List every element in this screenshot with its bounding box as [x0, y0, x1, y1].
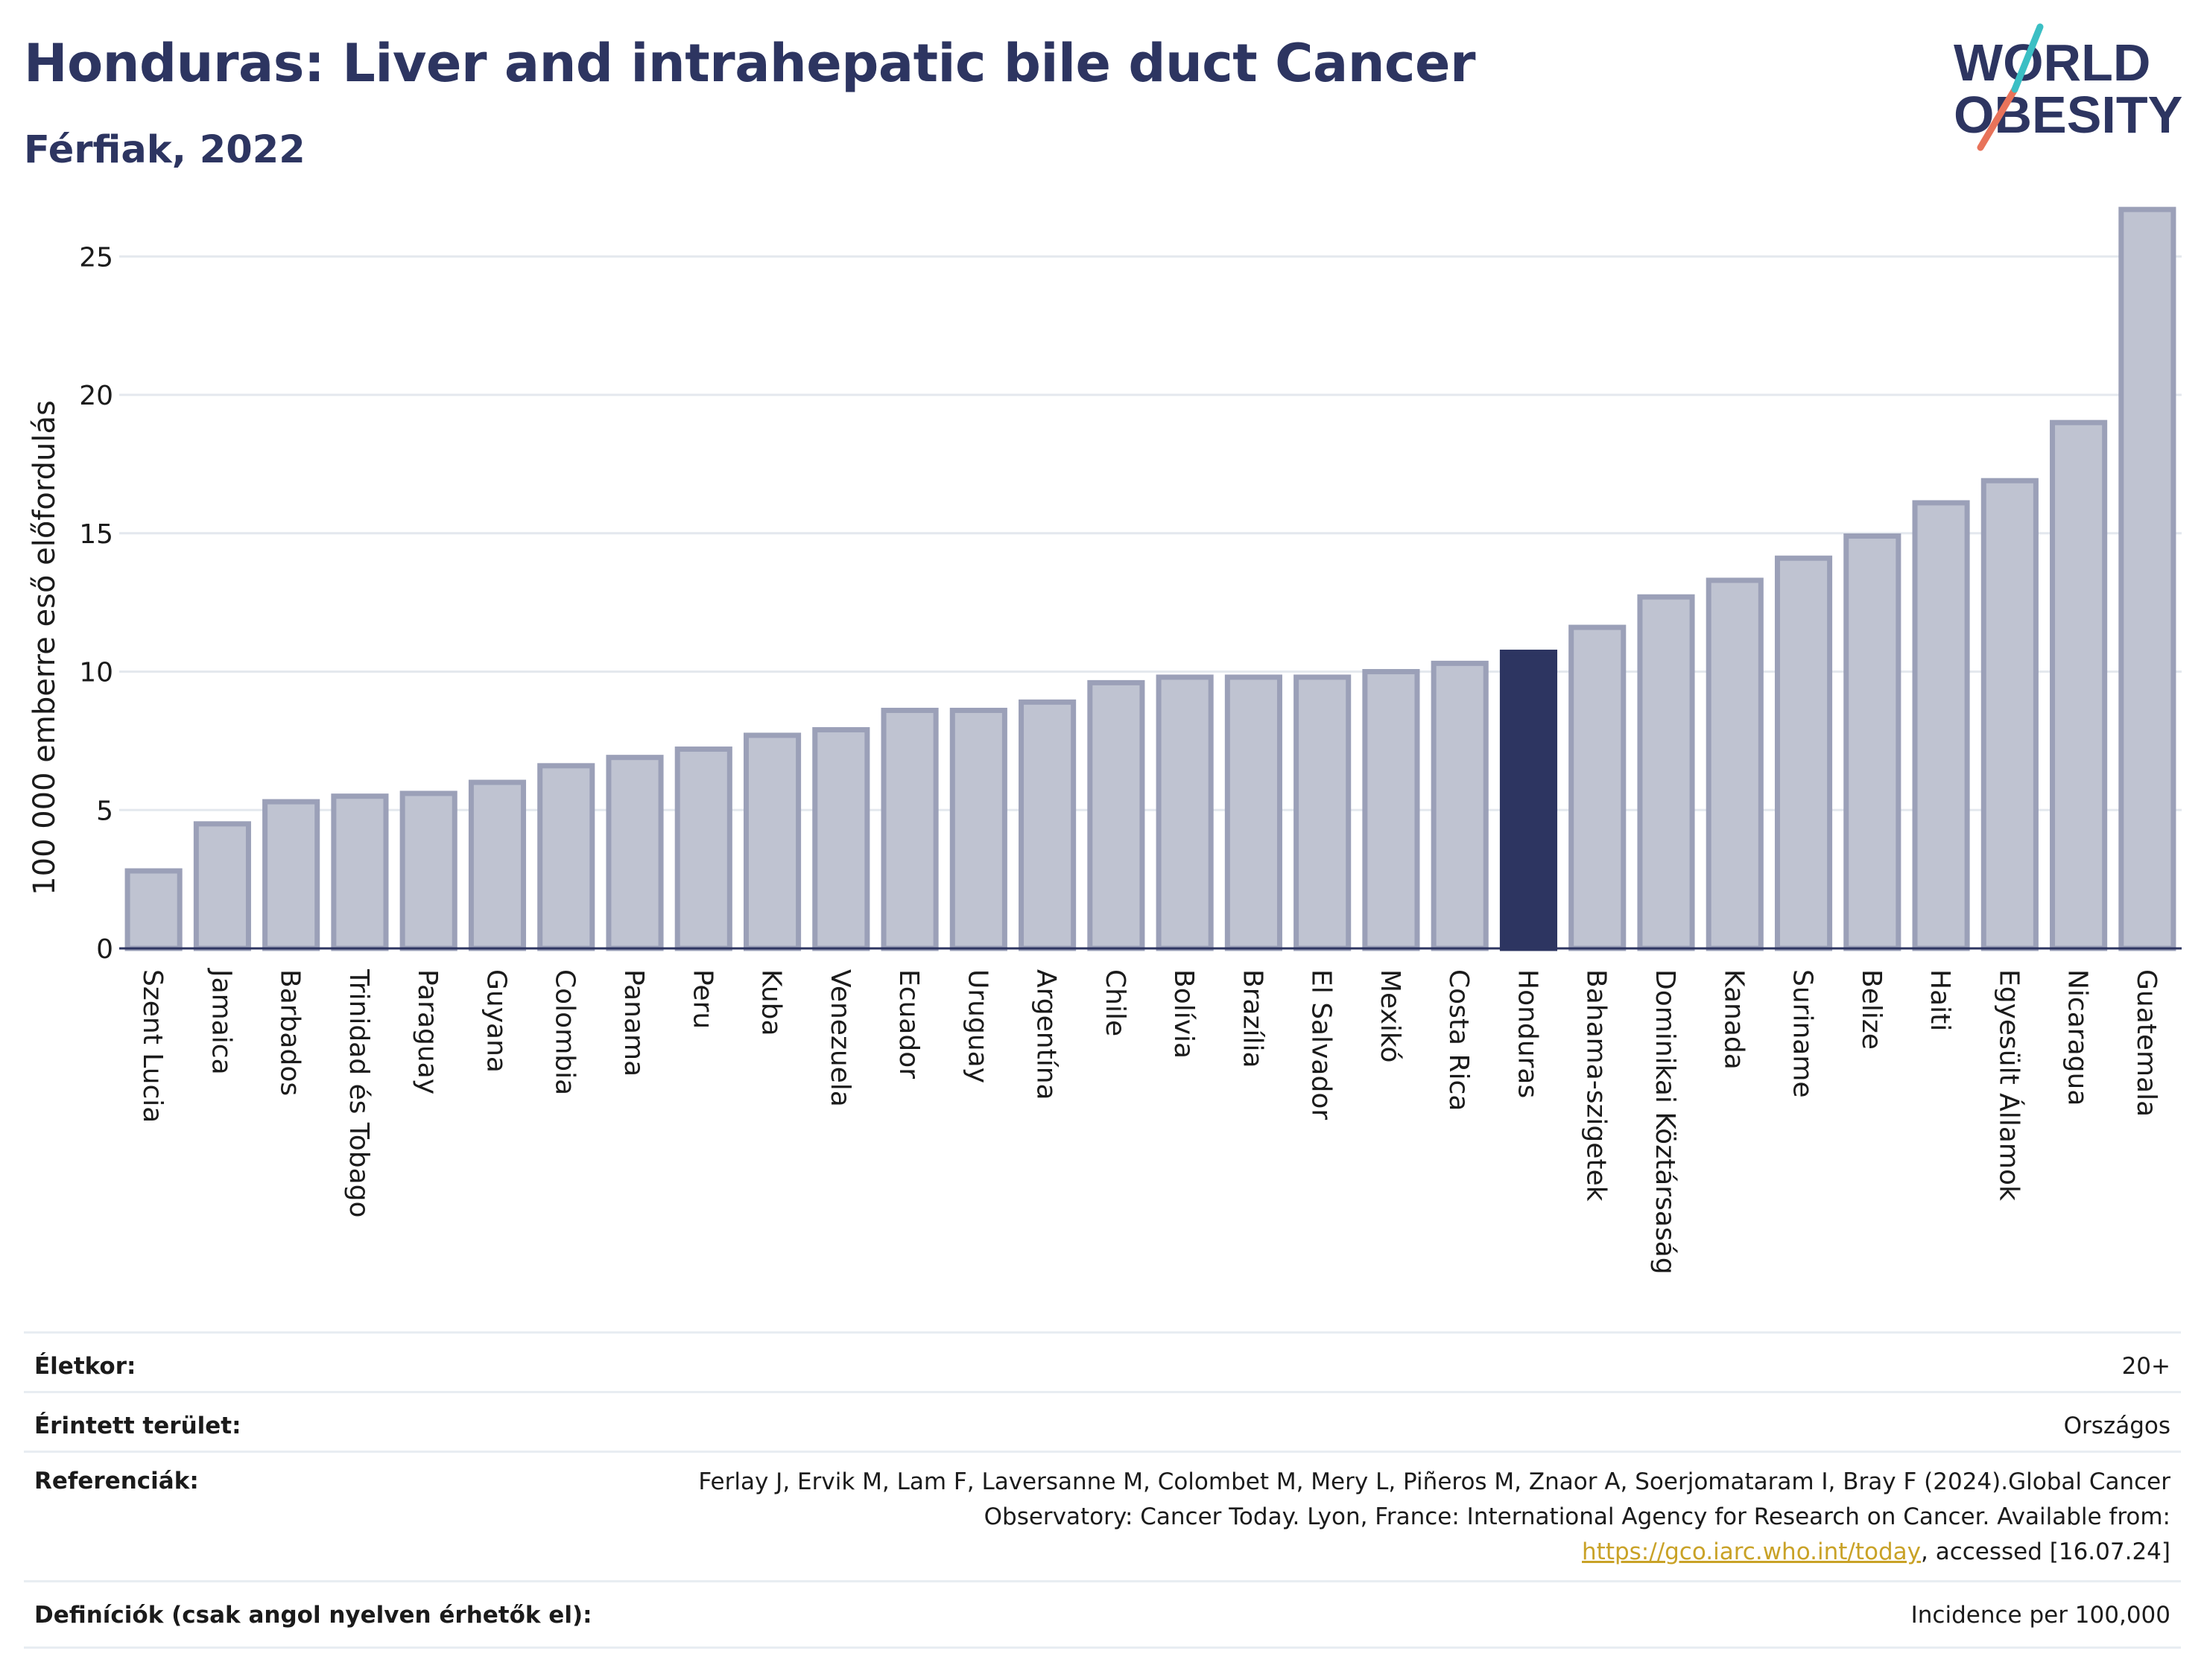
references-label: Referenciák:	[34, 1468, 199, 1494]
x-tick-label: Bahama-szigetek	[1581, 969, 1612, 1202]
x-tick-label: Haiti	[1925, 969, 1955, 1031]
svg-text:WORLD: WORLD	[1954, 34, 2150, 92]
meta-row-age: Életkor: 20+	[24, 1331, 2181, 1393]
bar	[1980, 478, 2039, 951]
bar	[2050, 419, 2108, 951]
x-tick-label: Colombia	[550, 969, 580, 1095]
x-tick-label: Egyesült Államok	[1993, 969, 2024, 1201]
age-label: Életkor:	[34, 1353, 136, 1380]
references-value: Ferlay J, Ervik M, Lam F, Laversanne M, …	[643, 1465, 2170, 1570]
y-tick-label: 10	[79, 658, 113, 688]
y-axis-label: 100 000 emberre eső előfordulás	[28, 400, 62, 896]
bar	[743, 732, 802, 951]
x-tick-label: Bolívia	[1168, 969, 1199, 1059]
bar	[1224, 674, 1282, 951]
bar	[1156, 674, 1214, 951]
x-tick-label: Panama	[618, 969, 649, 1077]
meta-row-area: Érintett terület: Országos	[24, 1391, 2181, 1453]
bar-chart: 0 5 10 15 20 25 100 000 emberre eső előfordulá…	[28, 206, 2182, 1275]
bar	[1087, 679, 1145, 951]
bar	[1019, 699, 1077, 951]
bar	[1706, 577, 1764, 951]
bar	[1843, 533, 1901, 951]
definitions-value: Incidence per 100,000	[1910, 1602, 2170, 1629]
x-tick-label: Belize	[1856, 969, 1887, 1050]
references-text-1: Ferlay J, Ervik M, Lam F, Laversanne M, …	[698, 1468, 2170, 1530]
x-tick-label: Venezuela	[825, 969, 855, 1107]
x-tick-label: Uruguay	[962, 969, 992, 1083]
x-tick-label: Guyana	[481, 969, 511, 1073]
bar	[1431, 660, 1489, 951]
bar	[1637, 594, 1695, 951]
x-tick-label: Kuba	[756, 969, 787, 1036]
y-tick-label: 0	[96, 934, 113, 965]
meta-row-references: Referenciák: Ferlay J, Ervik M, Lam F, L…	[24, 1451, 2181, 1582]
bar	[1362, 669, 1420, 951]
bar	[812, 727, 870, 951]
x-tick-label: Suriname	[1787, 969, 1818, 1098]
bar	[262, 799, 320, 951]
bar	[1568, 624, 1627, 951]
x-tick-label: Jamaica	[206, 968, 236, 1075]
x-tick-label: Peru	[687, 969, 718, 1029]
x-tick-label: El Salvador	[1306, 969, 1337, 1120]
area-value: Országos	[2063, 1413, 2170, 1439]
references-link[interactable]: https://gco.iarc.who.int/today	[1582, 1538, 1921, 1565]
y-tick-label: 5	[96, 796, 113, 826]
bar	[949, 708, 1007, 951]
meta-row-definitions: Definíciók (csak angol nyelven érhetők e…	[24, 1580, 2181, 1649]
x-tick-label: Argentína	[1031, 969, 1062, 1100]
bar	[1912, 500, 1970, 951]
x-tick-label: Chile	[1100, 969, 1130, 1036]
bar	[331, 793, 389, 951]
x-tick-label: Dominikai Köztársaság	[1650, 969, 1680, 1275]
y-tick-label: 25	[79, 242, 113, 273]
y-tick-label: 15	[79, 519, 113, 550]
x-tick-label: Brazília	[1237, 969, 1267, 1068]
age-value: 20+	[2121, 1353, 2170, 1380]
bar	[193, 821, 251, 951]
bar	[674, 747, 732, 951]
bar	[1499, 650, 1558, 951]
bar	[881, 708, 939, 951]
x-tick-label: Barbados	[275, 969, 305, 1096]
x-tick-label: Nicaragua	[2062, 969, 2093, 1106]
bar	[1774, 555, 1833, 951]
page-subtitle: Férfiak, 2022	[24, 128, 305, 172]
y-tick-label: 20	[79, 381, 113, 411]
x-tick-label: Paraguay	[412, 969, 443, 1094]
area-label: Érintett terület:	[34, 1413, 241, 1439]
world-obesity-logo: WORLD OBESITY	[1954, 23, 2182, 151]
x-tick-label: Kanada	[1718, 969, 1749, 1070]
x-tick-label: Ecuador	[893, 969, 924, 1079]
bar	[468, 779, 527, 951]
x-tick-label: Costa Rica	[1443, 969, 1474, 1111]
x-tick-label: Honduras	[1512, 969, 1542, 1098]
page-title: Honduras: Liver and intrahepatic bile du…	[24, 33, 1476, 94]
bar	[2118, 206, 2176, 951]
x-tick-label: Mexikó	[1375, 969, 1405, 1062]
definitions-label: Definíciók (csak angol nyelven érhetők e…	[34, 1602, 592, 1629]
bar	[606, 755, 664, 951]
bar	[537, 763, 595, 951]
references-text-2: , accessed [16.07.24]	[1920, 1538, 2170, 1565]
x-tick-label: Guatemala	[2131, 969, 2162, 1117]
bar	[1293, 674, 1352, 951]
bar	[124, 868, 183, 951]
x-tick-label: Trinidad és Tobago	[343, 969, 374, 1218]
x-tick-label: Szent Lucia	[137, 969, 168, 1123]
bar	[399, 790, 457, 951]
